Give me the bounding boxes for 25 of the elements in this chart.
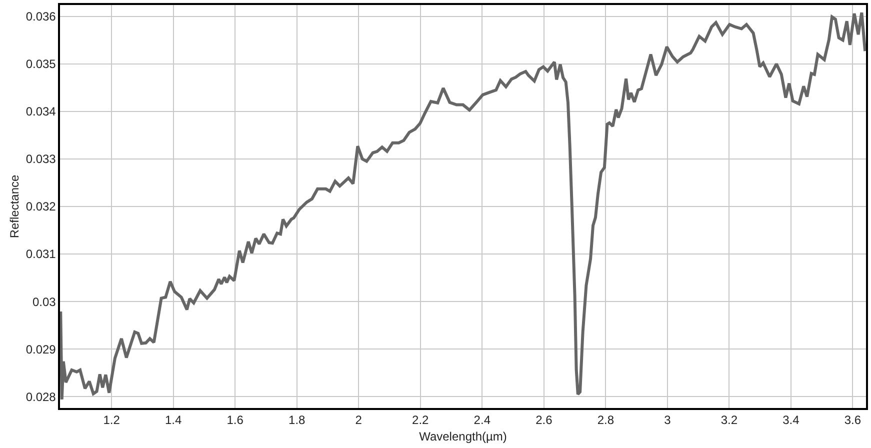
y-tick-label: 0.033	[26, 152, 56, 166]
x-tick-label: 3	[664, 413, 672, 428]
x-axis-title: Wavelength(µm)	[419, 430, 507, 444]
y-tick-label: 0.032	[26, 200, 56, 214]
x-tick-label: 3.4	[782, 413, 800, 428]
x-tick-label: 2.6	[536, 413, 553, 428]
y-tick-label: 0.029	[26, 342, 56, 356]
x-tick-label: 2.4	[474, 413, 491, 428]
y-tick-label: 0.03	[32, 294, 56, 309]
x-tick-label: 2.8	[597, 413, 614, 428]
x-tick-label: 3.2	[720, 413, 738, 428]
x-tick-label: 3.6	[844, 413, 862, 428]
x-tick-label: 2	[355, 413, 362, 428]
line-series	[60, 11, 866, 401]
x-tick-label: 1.4	[164, 413, 182, 428]
x-tick-label: 1.6	[226, 413, 244, 428]
y-tick-label: 0.031	[26, 247, 56, 262]
y-tick-label: 0.028	[26, 390, 56, 404]
y-tick-label: 0.035	[26, 57, 56, 72]
y-tick-label: 0.036	[26, 10, 56, 24]
x-tick-label: 1.8	[288, 413, 306, 428]
x-tick-label: 2.2	[412, 413, 430, 428]
x-tick-label: 1.2	[103, 413, 120, 428]
y-axis-title: Reflectance	[8, 174, 22, 238]
y-tick-label: 0.034	[26, 104, 56, 119]
